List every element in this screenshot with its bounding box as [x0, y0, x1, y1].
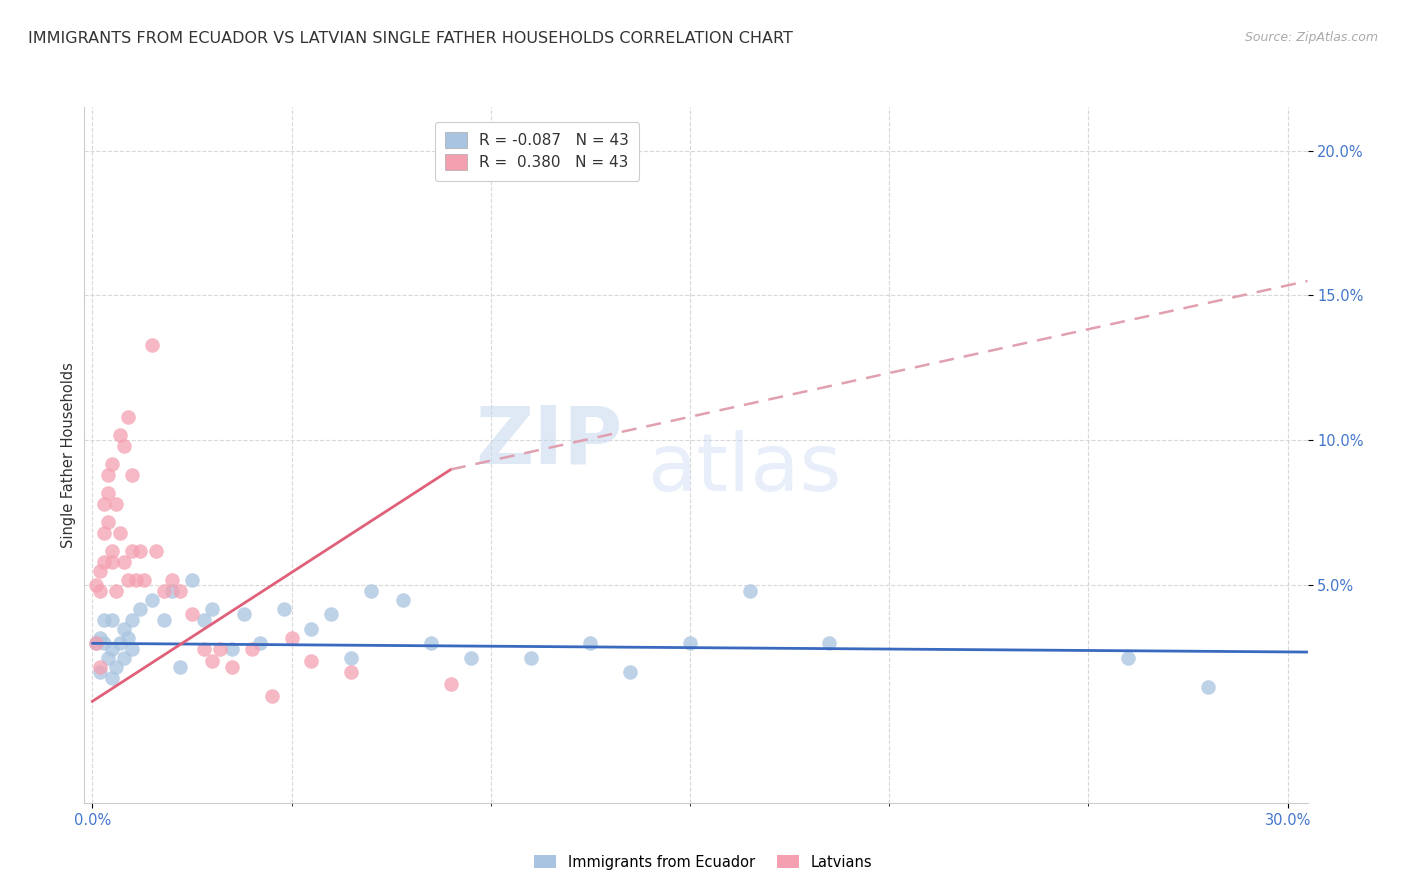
- Point: [110, 636, 132, 650]
- Point: [110, 526, 132, 541]
- Point: [153, 613, 176, 627]
- Point: [105, 497, 128, 511]
- Point: [460, 651, 482, 665]
- Point: [89, 631, 111, 645]
- Point: [105, 584, 128, 599]
- Point: [679, 636, 702, 650]
- Point: [121, 613, 143, 627]
- Point: [160, 584, 183, 599]
- Point: [169, 659, 191, 673]
- Point: [93, 555, 115, 569]
- Point: [101, 642, 124, 657]
- Text: IMMIGRANTS FROM ECUADOR VS LATVIAN SINGLE FATHER HOUSEHOLDS CORRELATION CHART: IMMIGRANTS FROM ECUADOR VS LATVIAN SINGL…: [28, 31, 793, 46]
- Point: [1116, 651, 1139, 665]
- Legend: R = -0.087   N = 43, R =  0.380   N = 43: R = -0.087 N = 43, R = 0.380 N = 43: [434, 121, 640, 181]
- Point: [101, 613, 124, 627]
- Point: [141, 338, 163, 352]
- Point: [105, 659, 128, 673]
- Point: [93, 613, 115, 627]
- Point: [392, 592, 415, 607]
- Point: [121, 642, 143, 657]
- Point: [101, 671, 124, 685]
- Legend: Immigrants from Ecuador, Latvians: Immigrants from Ecuador, Latvians: [529, 849, 877, 876]
- Point: [221, 659, 243, 673]
- Point: [260, 689, 283, 703]
- Point: [201, 601, 224, 615]
- Point: [280, 631, 302, 645]
- Point: [153, 584, 176, 599]
- Point: [89, 584, 111, 599]
- Point: [193, 642, 215, 657]
- Point: [86, 636, 108, 650]
- Point: [112, 555, 135, 569]
- Point: [125, 573, 148, 587]
- Point: [193, 613, 215, 627]
- Point: [440, 677, 463, 691]
- Point: [240, 642, 263, 657]
- Point: [249, 636, 271, 650]
- Point: [1197, 680, 1219, 694]
- Point: [89, 659, 111, 673]
- Text: atlas: atlas: [647, 430, 841, 508]
- Point: [86, 578, 108, 592]
- Point: [301, 654, 323, 668]
- Point: [86, 636, 108, 650]
- Text: ZIP: ZIP: [475, 402, 623, 480]
- Point: [201, 654, 224, 668]
- Point: [93, 497, 115, 511]
- Point: [97, 468, 120, 483]
- Point: [117, 631, 139, 645]
- Point: [221, 642, 243, 657]
- Point: [89, 665, 111, 680]
- Point: [93, 526, 115, 541]
- Point: [112, 651, 135, 665]
- Y-axis label: Single Father Households: Single Father Households: [60, 362, 76, 548]
- Point: [340, 665, 363, 680]
- Point: [93, 636, 115, 650]
- Point: [89, 564, 111, 578]
- Text: Source: ZipAtlas.com: Source: ZipAtlas.com: [1244, 31, 1378, 45]
- Point: [101, 555, 124, 569]
- Point: [160, 573, 183, 587]
- Point: [101, 457, 124, 471]
- Point: [420, 636, 443, 650]
- Point: [301, 622, 323, 636]
- Point: [360, 584, 382, 599]
- Point: [208, 642, 231, 657]
- Point: [579, 636, 602, 650]
- Point: [121, 543, 143, 558]
- Point: [110, 427, 132, 442]
- Point: [145, 543, 167, 558]
- Point: [112, 439, 135, 453]
- Point: [273, 601, 295, 615]
- Point: [340, 651, 363, 665]
- Point: [134, 573, 156, 587]
- Point: [232, 607, 254, 622]
- Point: [818, 636, 841, 650]
- Point: [738, 584, 761, 599]
- Point: [181, 607, 204, 622]
- Point: [619, 665, 641, 680]
- Point: [141, 592, 163, 607]
- Point: [97, 651, 120, 665]
- Point: [519, 651, 541, 665]
- Point: [181, 573, 204, 587]
- Point: [169, 584, 191, 599]
- Point: [129, 601, 152, 615]
- Point: [129, 543, 152, 558]
- Point: [117, 410, 139, 425]
- Point: [101, 543, 124, 558]
- Point: [97, 485, 120, 500]
- Point: [321, 607, 343, 622]
- Point: [112, 622, 135, 636]
- Point: [97, 515, 120, 529]
- Point: [121, 468, 143, 483]
- Point: [117, 573, 139, 587]
